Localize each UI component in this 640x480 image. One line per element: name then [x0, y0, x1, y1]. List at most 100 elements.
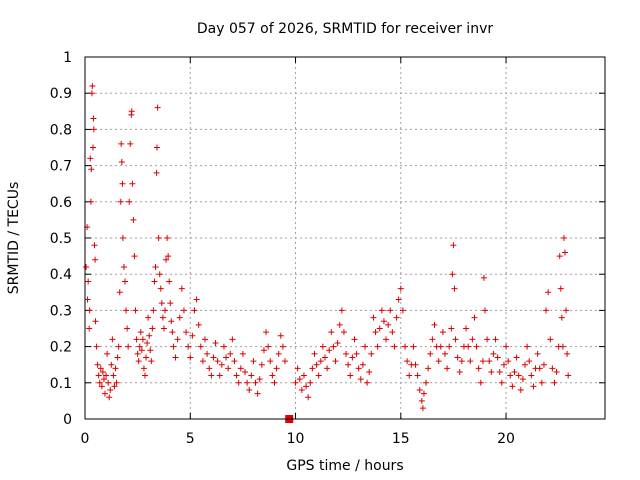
data-point: [119, 180, 126, 187]
data-point: [96, 379, 103, 386]
y-axis-label: SRMTID / TECUs: [6, 182, 22, 295]
data-point: [260, 347, 267, 354]
data-point: [174, 336, 181, 343]
data-point: [138, 347, 145, 354]
data-point: [311, 350, 318, 357]
data-point: [404, 358, 411, 365]
data-point: [336, 321, 343, 328]
data-point: [315, 372, 322, 379]
data-point: [558, 314, 565, 321]
data-point: [93, 343, 100, 350]
data-point: [277, 332, 284, 339]
data-point: [418, 397, 425, 404]
data-point: [557, 285, 564, 292]
data-point: [218, 361, 225, 368]
data-point: [160, 325, 167, 332]
data-point: [319, 343, 326, 350]
data-point: [330, 343, 337, 350]
data-point: [454, 354, 461, 361]
data-point: [233, 372, 240, 379]
x-axis-label: GPS time / hours: [286, 458, 403, 474]
data-point: [362, 343, 368, 350]
data-point: [97, 365, 104, 372]
data-point: [237, 365, 244, 372]
data-point: [110, 372, 117, 379]
data-point: [252, 379, 259, 386]
data-point: [113, 379, 120, 386]
data-point: [102, 390, 108, 397]
axis-ticks: 00.10.20.30.40.50.60.70.80.910 5 10 15 20: [50, 50, 605, 447]
y-tick-label: 0.4: [50, 267, 72, 283]
y-tick-label: 0.8: [50, 122, 72, 138]
data-point: [167, 300, 174, 307]
data-point: [370, 314, 377, 321]
data-point: [99, 368, 106, 375]
data-point: [271, 379, 278, 386]
data-point: [131, 253, 138, 260]
data-point: [94, 361, 101, 368]
data-point: [303, 383, 310, 390]
data-point: [450, 242, 457, 249]
y-tick-label: 0: [63, 412, 72, 428]
data-point: [498, 379, 505, 386]
data-point: [479, 358, 486, 365]
data-point: [248, 372, 255, 379]
data-point: [347, 372, 354, 379]
data-point: [543, 307, 550, 314]
data-point: [117, 198, 124, 205]
data-point: [119, 235, 126, 241]
data-point: [183, 329, 190, 336]
data-point: [159, 314, 166, 321]
data-point: [477, 379, 484, 386]
data-point: [158, 300, 165, 307]
data-point: [267, 358, 274, 365]
data-point: [250, 358, 257, 365]
data-point: [334, 339, 341, 346]
data-point: [87, 198, 94, 205]
data-point: [458, 358, 465, 365]
data-point: [86, 307, 93, 314]
data-point: [143, 354, 150, 361]
data-point: [282, 358, 288, 365]
data-point: [338, 307, 345, 314]
data-point: [265, 343, 272, 350]
data-point: [195, 321, 202, 328]
data-point: [90, 126, 97, 133]
data-point: [351, 336, 358, 343]
data-point: [534, 350, 541, 357]
data-point: [563, 307, 570, 314]
data-point: [164, 235, 171, 241]
data-point: [503, 343, 510, 350]
data-point: [127, 140, 134, 147]
data-point: [383, 336, 390, 343]
data-point: [355, 365, 362, 372]
data-point: [509, 383, 516, 390]
data-point: [294, 365, 301, 372]
data-point: [437, 343, 444, 350]
data-point: [166, 278, 173, 285]
data-point: [125, 343, 132, 350]
data-point: [154, 104, 161, 111]
data-point: [109, 336, 116, 343]
data-point: [515, 372, 522, 379]
data-point: [212, 339, 219, 346]
data-point: [154, 144, 160, 151]
data-point: [103, 372, 110, 379]
data-point: [172, 354, 179, 361]
data-point: [439, 329, 446, 336]
y-tick-label: 0.3: [50, 303, 72, 319]
data-point: [85, 278, 92, 285]
data-point: [324, 365, 331, 372]
data-point: [147, 347, 154, 354]
data-point: [359, 361, 366, 368]
data-point: [126, 198, 133, 205]
data-point: [452, 336, 459, 343]
data-point: [511, 368, 518, 375]
data-point: [170, 343, 177, 350]
data-point: [112, 365, 119, 372]
data-point: [220, 343, 227, 350]
data-point: [345, 361, 352, 368]
data-point: [332, 358, 339, 365]
data-point: [156, 271, 163, 278]
data-point: [210, 354, 217, 361]
